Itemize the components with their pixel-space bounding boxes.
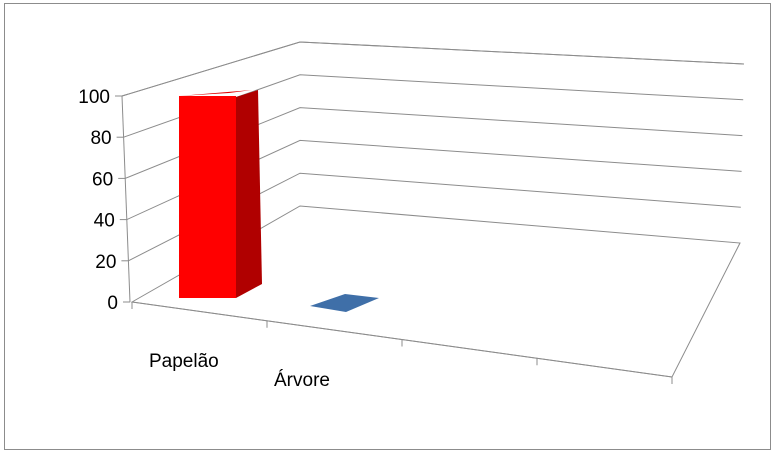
y-tick-label-20: 20	[95, 252, 116, 273]
bar-papelao-front	[179, 96, 236, 298]
wall-top-edge	[121, 41, 745, 97]
y-tick-label-80: 80	[90, 128, 111, 149]
y-tick-label-40: 40	[94, 211, 115, 232]
category-label-papelao: Papelão	[149, 351, 219, 372]
y-tick-label-60: 60	[92, 169, 113, 190]
y-axis-line	[121, 95, 131, 303]
x-axis-line	[131, 301, 673, 378]
y-tick-labels: 0 20 40 60 80 100	[78, 87, 118, 314]
bar-arvore	[310, 294, 379, 312]
y-tick-label-100: 100	[78, 87, 110, 108]
bar-papelao	[179, 90, 262, 298]
y-tick-marks	[115, 95, 130, 303]
category-label-arvore: Árvore	[274, 370, 330, 391]
chart-frame	[4, 3, 771, 450]
bar-papelao-top	[179, 90, 252, 96]
bar-papelao-side	[236, 90, 262, 298]
gridline-100	[121, 41, 745, 97]
x-tick-marks	[131, 301, 673, 384]
y-tick-label-0: 0	[107, 293, 118, 314]
